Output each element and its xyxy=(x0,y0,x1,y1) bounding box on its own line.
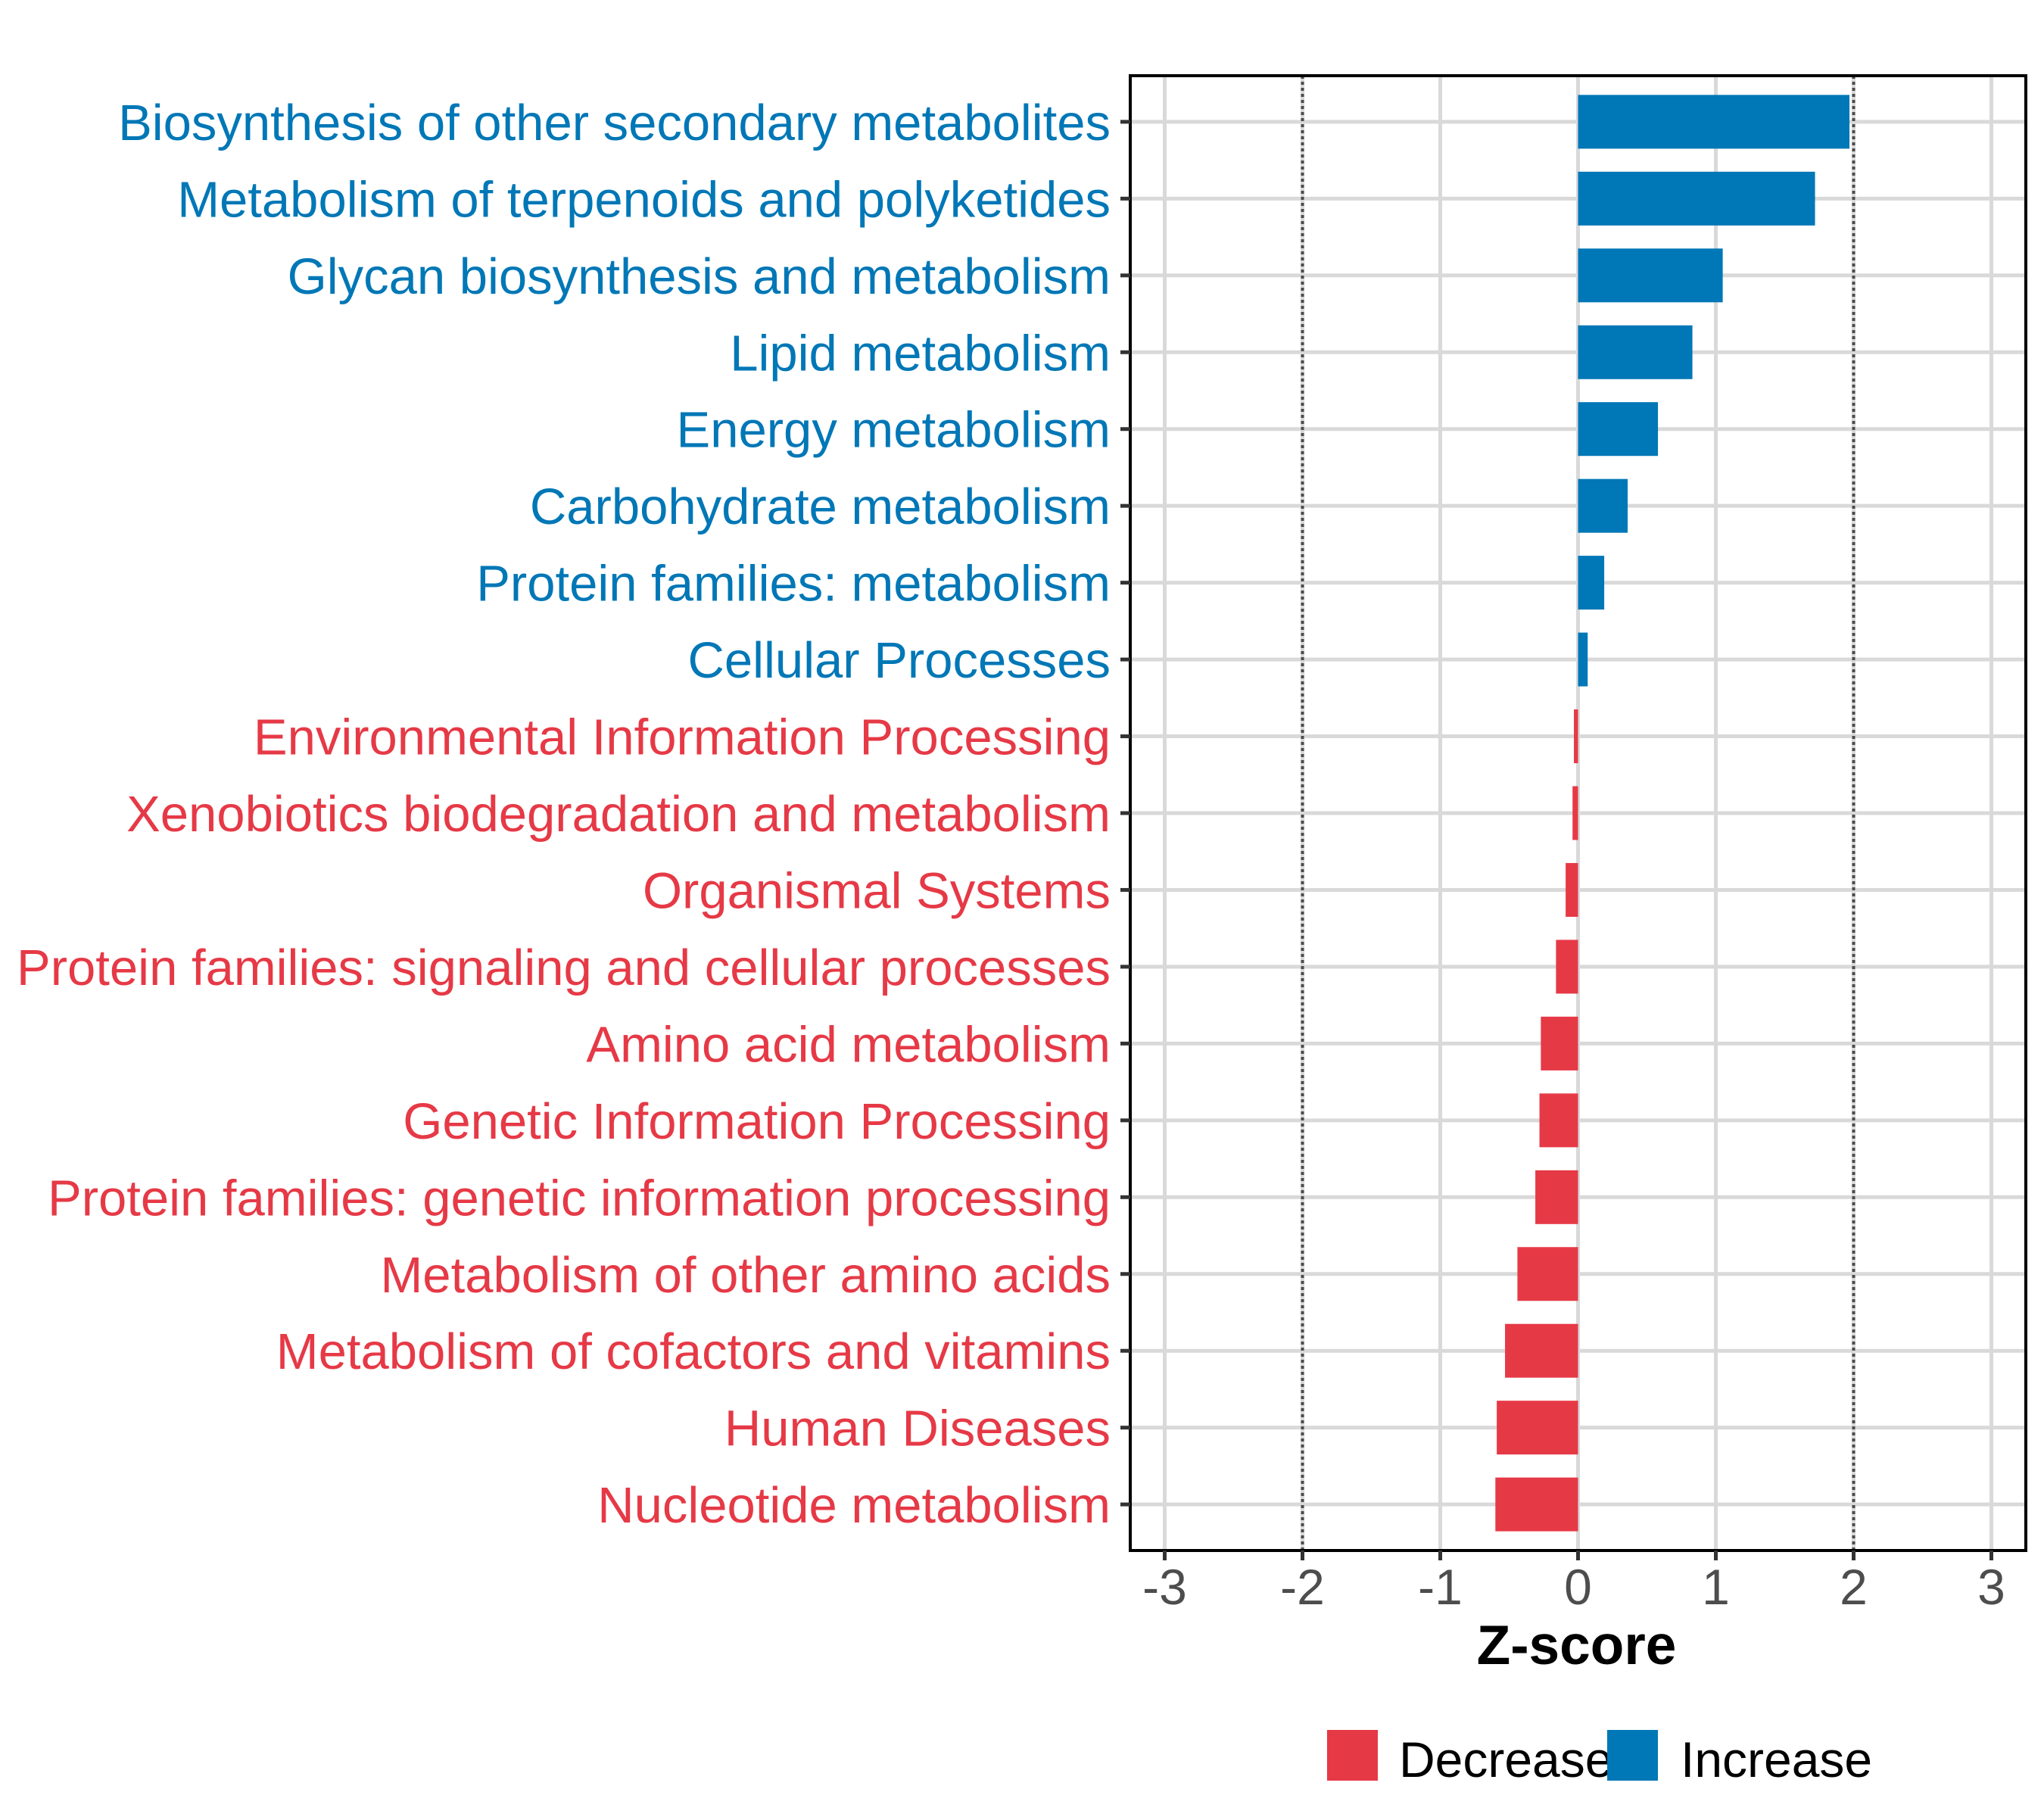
legend-key-increase xyxy=(1607,1730,1658,1781)
category-label: Glycan biosynthesis and metabolism xyxy=(288,248,1111,305)
x-tick-label: 0 xyxy=(1564,1559,1592,1615)
bar xyxy=(1578,402,1659,457)
bar xyxy=(1566,862,1578,917)
bars xyxy=(1495,95,1850,1532)
x-axis-tick-labels: -3 -2 -1 0 1 2 3 xyxy=(1142,1559,2005,1615)
bar xyxy=(1578,171,1815,226)
bar xyxy=(1572,786,1578,840)
bar xyxy=(1578,95,1850,149)
category-label: Cellular Processes xyxy=(687,632,1111,689)
category-label: Genetic Information Processing xyxy=(403,1093,1111,1150)
x-tick-label: -3 xyxy=(1142,1559,1187,1615)
bar xyxy=(1517,1247,1578,1301)
bar xyxy=(1495,1477,1578,1532)
category-label: Lipid metabolism xyxy=(730,325,1111,382)
bar xyxy=(1578,325,1693,379)
category-label: Protein families: genetic information pr… xyxy=(48,1170,1111,1226)
bar xyxy=(1574,709,1578,764)
y-axis-labels: Biosynthesis of other secondary metaboli… xyxy=(17,95,1111,1534)
category-label: Energy metabolism xyxy=(677,402,1111,459)
category-label: Environmental Information Processing xyxy=(254,709,1111,766)
bar xyxy=(1556,940,1578,994)
x-axis-ticks xyxy=(1163,1551,1993,1560)
legend-label-decrease: Decrease xyxy=(1399,1731,1612,1787)
legend-label-increase: Increase xyxy=(1681,1731,1872,1787)
bar xyxy=(1541,1016,1578,1071)
category-label: Amino acid metabolism xyxy=(586,1016,1111,1073)
category-label: Metabolism of terpenoids and polyketides xyxy=(177,171,1111,228)
x-tick-label: 1 xyxy=(1702,1559,1730,1615)
legend: Decrease Increase xyxy=(1327,1730,1872,1787)
legend-key-decrease xyxy=(1327,1730,1378,1781)
x-tick-label: -2 xyxy=(1280,1559,1325,1615)
bar xyxy=(1497,1401,1578,1455)
category-label: Protein families: metabolism xyxy=(476,556,1111,612)
category-label: Metabolism of other amino acids xyxy=(381,1247,1111,1304)
x-axis-title: Z-score xyxy=(1477,1615,1677,1676)
bar xyxy=(1505,1323,1578,1378)
category-label: Xenobiotics biodegradation and metabolis… xyxy=(126,786,1111,843)
y-axis-ticks xyxy=(1120,120,1130,1507)
bar xyxy=(1578,248,1723,303)
category-label: Biosynthesis of other secondary metaboli… xyxy=(118,95,1111,151)
category-label: Protein families: signaling and cellular… xyxy=(17,940,1111,996)
bar xyxy=(1539,1093,1578,1148)
bar xyxy=(1578,556,1605,610)
category-label: Carbohydrate metabolism xyxy=(530,478,1111,535)
bar xyxy=(1535,1170,1578,1224)
bar xyxy=(1578,478,1628,533)
category-label: Human Diseases xyxy=(724,1401,1111,1457)
category-label: Organismal Systems xyxy=(643,862,1111,919)
category-label: Metabolism of cofactors and vitamins xyxy=(276,1323,1111,1380)
x-tick-label: -1 xyxy=(1418,1559,1463,1615)
bar xyxy=(1578,632,1588,687)
x-tick-label: 3 xyxy=(1977,1559,2005,1615)
x-tick-label: 2 xyxy=(1840,1559,1868,1615)
category-label: Nucleotide metabolism xyxy=(597,1477,1111,1534)
